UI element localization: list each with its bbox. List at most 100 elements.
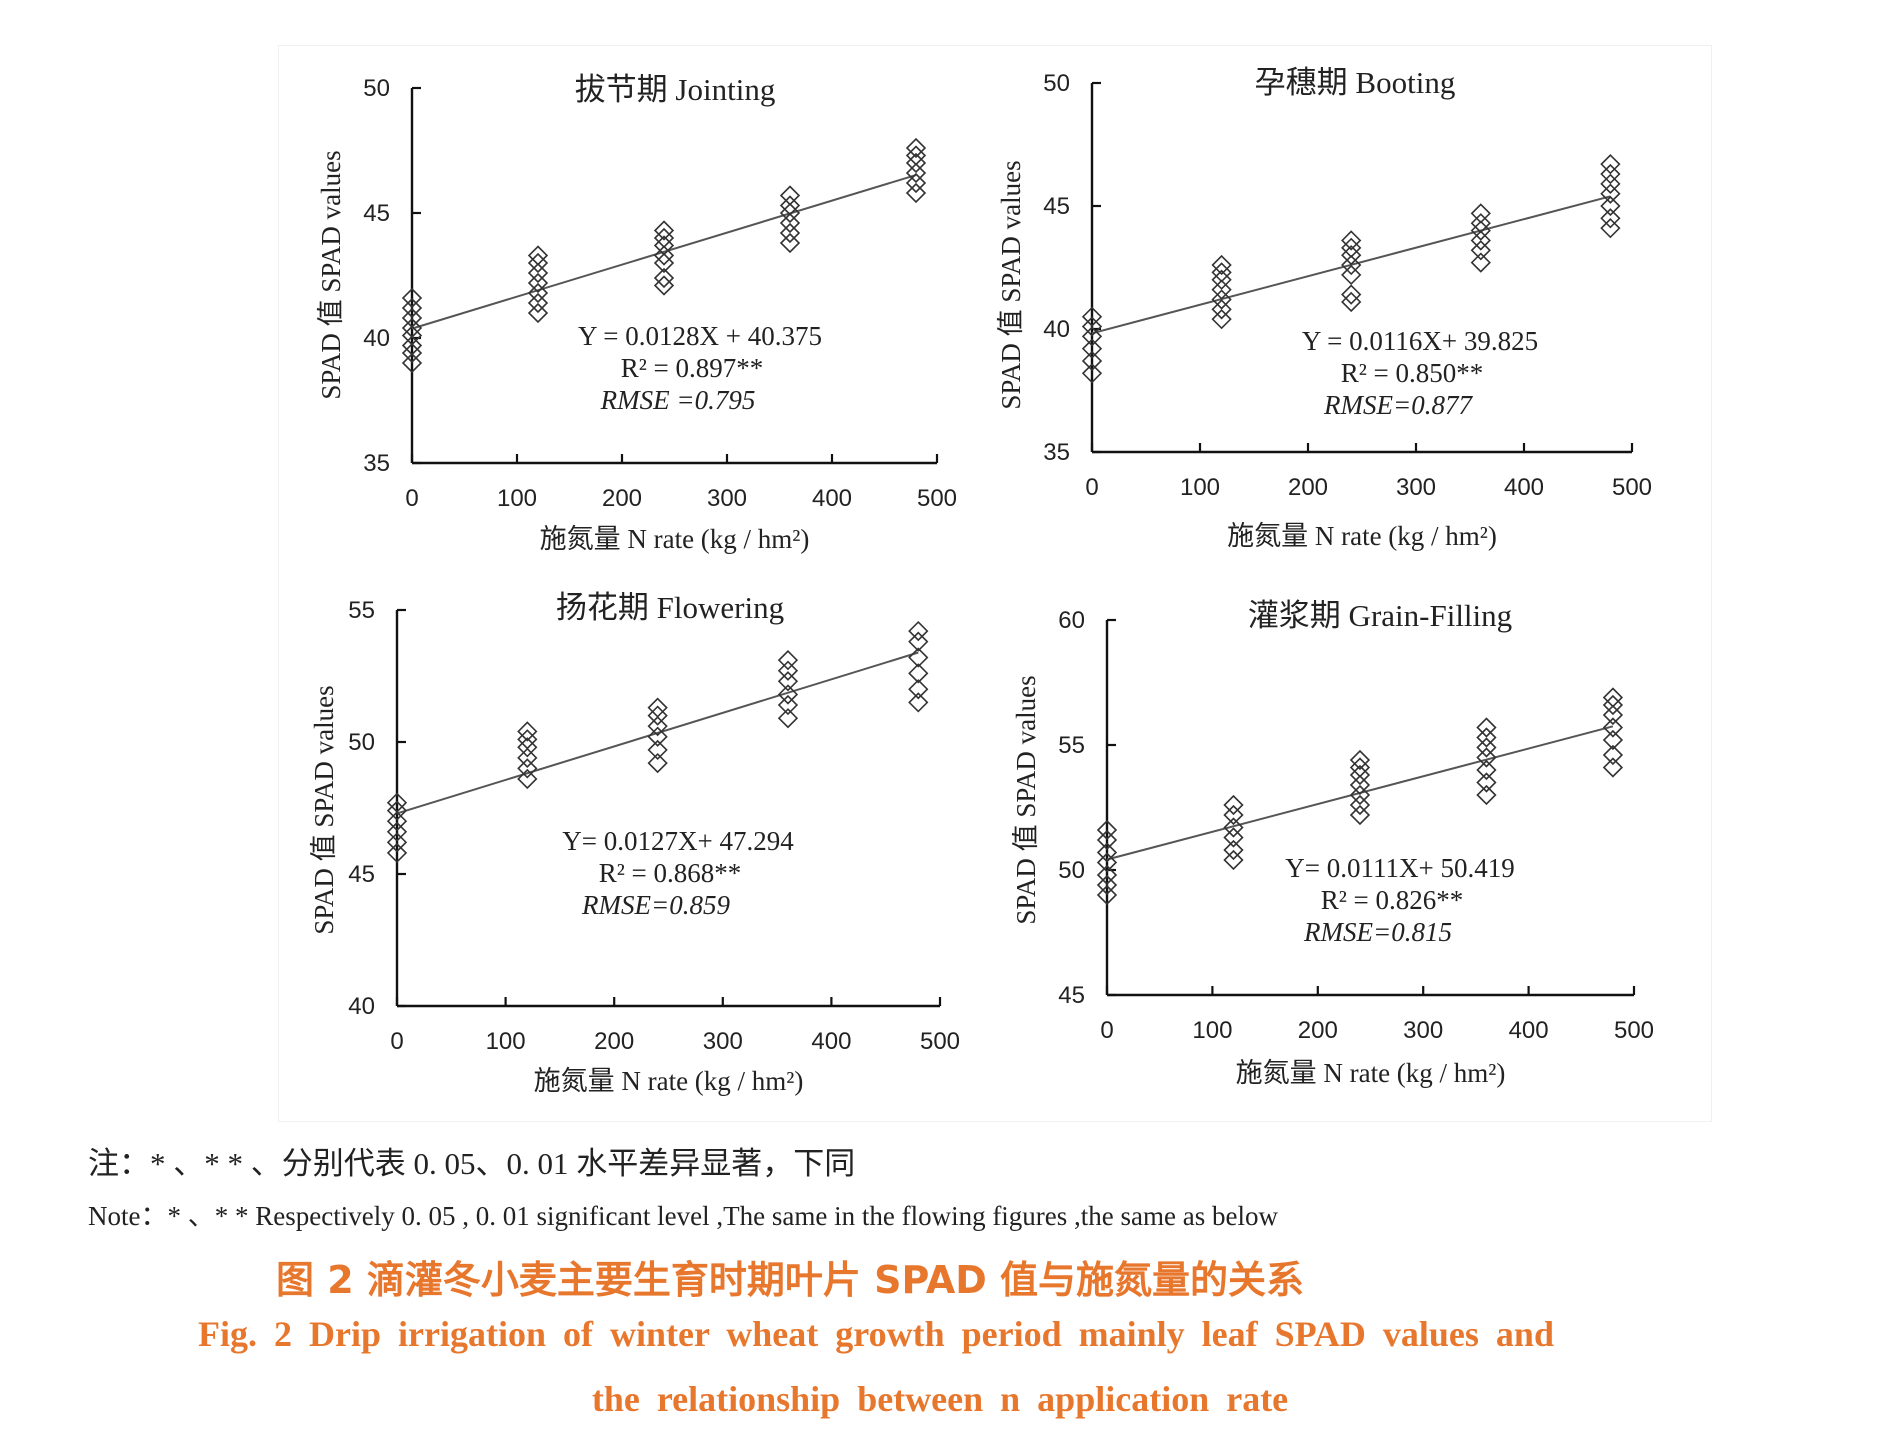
x-axis-title: 施氮量 N rate (kg / hm²) <box>1227 521 1497 551</box>
data-point <box>1349 749 1371 771</box>
data-point <box>1470 240 1491 261</box>
data-point <box>1602 704 1624 726</box>
data-point <box>1600 163 1621 185</box>
y-tick-label: 40 <box>363 325 390 352</box>
chart-title: 扬花期 Flowering <box>556 590 784 625</box>
x-tick-label: 200 <box>594 1028 634 1055</box>
data-point <box>1602 744 1624 766</box>
y-tick-label: 40 <box>348 993 375 1020</box>
r-squared: R² = 0.826** <box>1321 885 1464 915</box>
data-point <box>653 245 675 266</box>
x-tick-label: 300 <box>703 1028 743 1055</box>
x-axis-title: 施氮量 N rate (kg / hm²) <box>540 524 810 554</box>
data-point <box>517 729 538 750</box>
data-point <box>401 307 423 329</box>
rmse: RMSE=0.877 <box>1323 390 1473 420</box>
data-point <box>1349 794 1371 816</box>
data-point <box>1211 254 1232 276</box>
r-squared: R² = 0.897** <box>621 353 764 383</box>
data-point <box>1223 849 1244 871</box>
x-axis-title: 施氮量 N rate (kg / hm²) <box>1236 1058 1506 1088</box>
data-point <box>1476 737 1497 758</box>
data-point <box>1476 727 1497 748</box>
data-point <box>777 694 799 716</box>
data-point <box>401 287 423 309</box>
data-point <box>386 792 408 813</box>
x-tick-label: 0 <box>1085 474 1098 501</box>
data-point <box>1211 279 1232 300</box>
y-tick-label: 45 <box>348 861 375 888</box>
data-point <box>1096 864 1118 886</box>
data-point <box>779 232 801 254</box>
data-point <box>1081 326 1103 347</box>
data-point <box>1081 363 1103 384</box>
x-tick-label: 100 <box>1192 1017 1232 1044</box>
data-point <box>653 275 675 296</box>
data-point <box>1096 852 1118 873</box>
data-point <box>647 726 668 747</box>
rmse: RMSE=0.859 <box>581 890 730 920</box>
data-point <box>908 647 929 668</box>
data-point <box>1211 309 1232 330</box>
chart-panel-grain-filling: 0 100 200 300 400 500 45 50 55 60 灌浆期 Grain-Fillin… <box>1011 598 1654 1088</box>
y-axis-title: SPAD 值 SPAD values <box>316 150 346 399</box>
regression-equation: Y= 0.0127X+ 47.294 <box>562 826 794 856</box>
x-tick-label: 300 <box>1396 474 1436 501</box>
data-point <box>905 162 927 184</box>
y-tick-label: 45 <box>1058 982 1085 1009</box>
y-tick-label: 55 <box>1058 732 1085 759</box>
data-point <box>401 342 423 364</box>
data-point <box>1211 289 1232 310</box>
x-tick-label: 500 <box>1614 1017 1654 1044</box>
data-point <box>517 737 538 758</box>
data-point <box>1349 804 1371 826</box>
r-squared: R² = 0.850** <box>1341 358 1484 388</box>
data-point <box>1600 173 1621 194</box>
data-point <box>779 185 801 206</box>
data-point <box>1349 774 1371 796</box>
data-point <box>517 721 538 742</box>
data-point <box>1600 154 1621 175</box>
data-point <box>1470 230 1491 251</box>
x-tick-label: 100 <box>1180 474 1220 501</box>
data-point <box>1476 784 1497 806</box>
data-point <box>1349 757 1371 778</box>
data-point <box>908 631 929 652</box>
data-point <box>527 252 549 274</box>
regression-equation: Y= 0.0111X+ 50.419 <box>1285 853 1514 883</box>
data-point <box>1470 203 1491 224</box>
y-tick-label: 35 <box>1043 439 1070 466</box>
data-point <box>647 697 668 718</box>
data-point <box>1600 208 1621 229</box>
data-point <box>517 747 538 768</box>
data-point <box>1476 717 1497 738</box>
data-point <box>401 317 423 339</box>
y-tick-label: 50 <box>1043 70 1070 97</box>
x-tick-label: 400 <box>1504 474 1544 501</box>
data-point <box>1470 220 1491 241</box>
data-point <box>905 145 927 166</box>
x-tick-label: 400 <box>812 485 852 512</box>
data-point <box>1223 827 1244 848</box>
data-point <box>1223 794 1244 816</box>
data-point <box>908 692 929 713</box>
data-point <box>1096 842 1118 863</box>
data-point <box>779 195 801 216</box>
x-tick-label: 100 <box>497 485 537 512</box>
x-tick-label: 0 <box>405 485 418 512</box>
x-tick-label: 500 <box>1612 474 1652 501</box>
data-point <box>777 708 799 729</box>
data-point <box>527 272 549 294</box>
x-tick-label: 300 <box>707 485 747 512</box>
chart-panel-flowering: 0 100 200 300 400 500 40 45 50 55 扬花期 Flowering 施氮量… <box>309 590 960 1096</box>
data-point <box>527 245 549 266</box>
data-point <box>386 821 408 842</box>
data-point <box>1476 759 1497 781</box>
x-axis-title: 施氮量 N rate (kg / hm²) <box>534 1066 804 1096</box>
data-point <box>1223 839 1244 861</box>
data-point <box>401 325 423 346</box>
data-point <box>1602 757 1624 778</box>
data-point <box>1341 237 1362 258</box>
x-tick-label: 500 <box>920 1028 960 1055</box>
data-point <box>1341 230 1362 251</box>
